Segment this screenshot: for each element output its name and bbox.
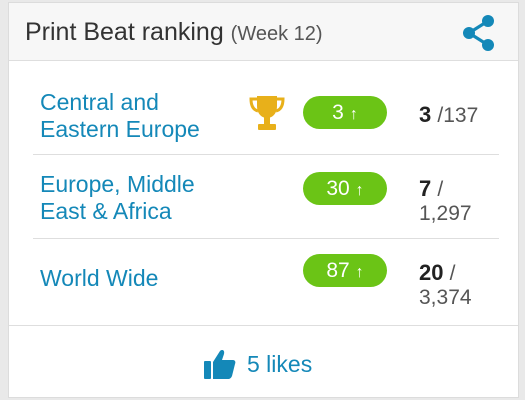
rank-total-slash: / (437, 178, 444, 201)
ranking-row-world-wide: World Wide 87 ↑ 20 / 3,374 (33, 239, 499, 321)
region-name-line: World Wide (40, 265, 159, 291)
rank-total-slash: / (449, 262, 456, 285)
thumbs-up-icon (204, 350, 236, 379)
badge-value: 87 (326, 259, 350, 282)
badge-value: 30 (326, 177, 350, 200)
card-header: Print Beat ranking (Week 12) (9, 3, 518, 61)
trophy-icon (249, 96, 285, 130)
rank-change-badge[interactable]: 30 ↑ (303, 172, 387, 205)
rank-position: 20 / 3,374 (419, 261, 499, 310)
arrow-up-icon: ↑ (355, 182, 364, 199)
rank-total: 3,374 (419, 286, 472, 309)
region-link[interactable]: World Wide (40, 265, 260, 292)
arrow-up-icon: ↑ (349, 106, 358, 123)
week-subtitle: (Week 12) (230, 23, 323, 45)
arrow-up-icon: ↑ (355, 264, 364, 281)
rank-change-badge[interactable]: 87 ↑ (303, 254, 387, 287)
rank-change-badge[interactable]: 3 ↑ (303, 96, 387, 129)
page-title: Print Beat ranking (Week 12) (25, 18, 323, 47)
rank-position: 7 / 1,297 (419, 177, 499, 226)
title-text: Print Beat ranking (25, 18, 224, 46)
badge-value: 3 (332, 101, 344, 124)
ranking-row-central-eastern-europe: Central and Eastern Europe 3 ↑ 3 /137 (33, 71, 499, 155)
ranking-card: Print Beat ranking (Week 12) Central and… (8, 2, 519, 398)
share-icon (463, 15, 494, 51)
rank-position: 3 /137 (419, 103, 499, 128)
share-button[interactable] (460, 14, 498, 52)
ranking-row-emea: Europe, Middle East & Africa 30 ↑ 7 / 1,2… (33, 155, 499, 239)
card-footer: 5 likes (9, 325, 518, 399)
region-name-line: Eastern Europe (40, 116, 200, 142)
region-link[interactable]: Europe, Middle East & Africa (40, 171, 260, 225)
region-name-line: East & Africa (40, 198, 172, 224)
region-link[interactable]: Central and Eastern Europe (40, 89, 260, 143)
region-name-line: Central and (40, 89, 159, 115)
rank-number: 3 (419, 102, 432, 127)
rank-total: 1,297 (419, 202, 472, 225)
likes-count: 5 likes (247, 351, 313, 377)
rank-number: 7 (419, 176, 432, 201)
region-name-line: Europe, Middle (40, 171, 195, 197)
rank-number: 20 (419, 260, 444, 285)
rank-total: /137 (437, 104, 479, 127)
